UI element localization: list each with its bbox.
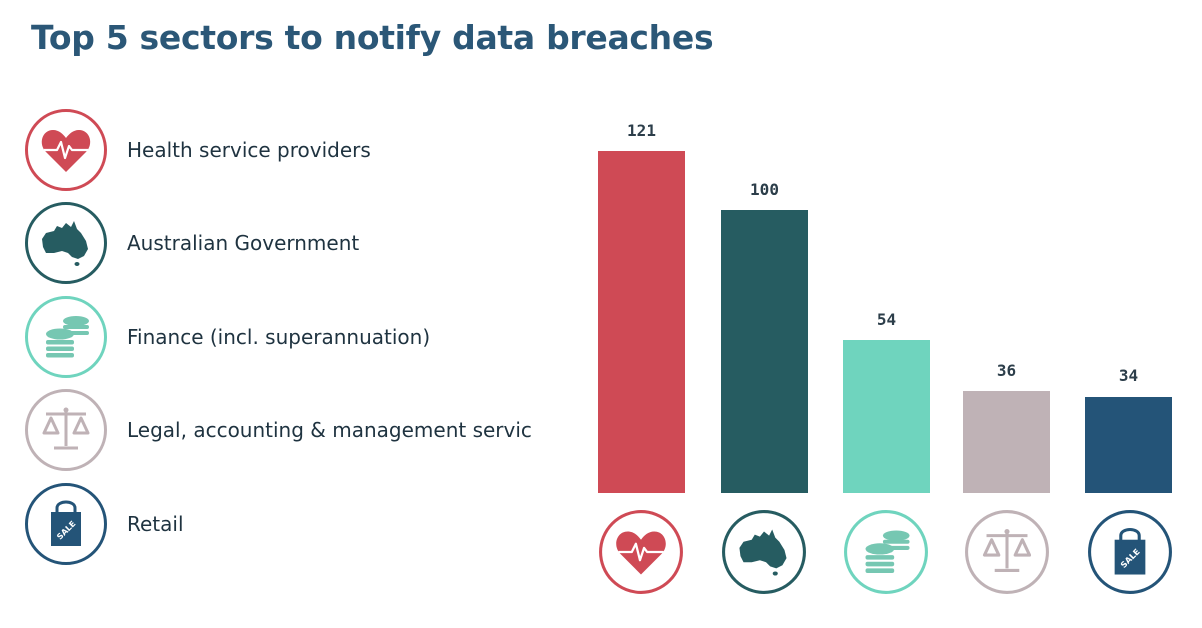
bar-finance <box>843 340 930 493</box>
shopping-bag-sale-icon: SALE <box>24 482 108 566</box>
heart-pulse-icon <box>598 509 684 595</box>
bar-value-label: 36 <box>996 361 1017 380</box>
chart-title: Top 5 sectors to notify data breaches <box>31 18 714 57</box>
scales-icon <box>24 388 108 472</box>
legend-label: Health service providers <box>127 138 371 162</box>
legend-item-government: Australian Government <box>24 200 564 286</box>
coins-icon <box>24 295 108 379</box>
bar-value-label: 54 <box>876 310 897 329</box>
bar-legal <box>963 391 1050 493</box>
bar-retail <box>1085 397 1172 493</box>
legend: Health service providers Australian Gove… <box>0 0 565 628</box>
legend-item-finance: Finance (incl. superannuation) <box>24 294 564 380</box>
legend-item-legal: Legal, accounting & management servic <box>24 387 564 473</box>
legend-label: Legal, accounting & management servic <box>127 418 532 442</box>
legend-label: Retail <box>127 512 184 536</box>
scales-icon <box>964 509 1050 595</box>
bar-health <box>598 151 685 493</box>
bar-government <box>721 210 808 493</box>
heart-pulse-icon <box>24 108 108 192</box>
australia-map-icon <box>24 201 108 285</box>
legend-item-health: Health service providers <box>24 107 564 193</box>
legend-item-retail: SALE Retail <box>24 481 564 567</box>
shopping-bag-sale-icon: SALE <box>1087 509 1173 595</box>
bar-value-label: 121 <box>627 121 656 140</box>
legend-label: Australian Government <box>127 231 360 255</box>
legend-label: Finance (incl. superannuation) <box>127 325 431 349</box>
bar-value-label: 100 <box>750 180 779 199</box>
australia-map-icon <box>721 509 807 595</box>
bar-value-label: 34 <box>1118 366 1139 385</box>
coins-icon <box>843 509 929 595</box>
